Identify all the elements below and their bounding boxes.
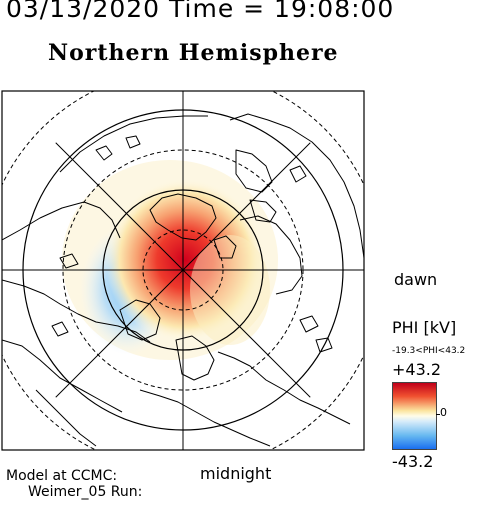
colorbar-title: PHI [kV]	[392, 318, 457, 337]
coastlines	[2, 113, 364, 447]
map-frame	[1, 90, 365, 451]
colorbar-zero-label: 0	[440, 406, 447, 419]
polar-map	[1, 90, 365, 451]
date-time-header: 03/13/2020 Time = 19:08:00	[6, 0, 395, 23]
colorbar-min-label: -43.2	[392, 452, 434, 471]
model-line-1: Model at CCMC:	[6, 468, 118, 484]
dawn-label: dawn	[394, 270, 438, 289]
model-line-2: Weimer_05 Run:	[28, 484, 143, 500]
colorbar	[392, 382, 437, 450]
polar-grid	[2, 91, 364, 450]
potential-field	[62, 160, 278, 360]
colorbar-max-label: +43.2	[392, 360, 442, 379]
colorbar-range: -19.3<PHI<43.2	[392, 346, 466, 356]
colorbar-zero-tick	[436, 414, 440, 415]
hemisphere-title: Northern Hemisphere	[48, 40, 339, 66]
midnight-label: midnight	[200, 464, 272, 483]
